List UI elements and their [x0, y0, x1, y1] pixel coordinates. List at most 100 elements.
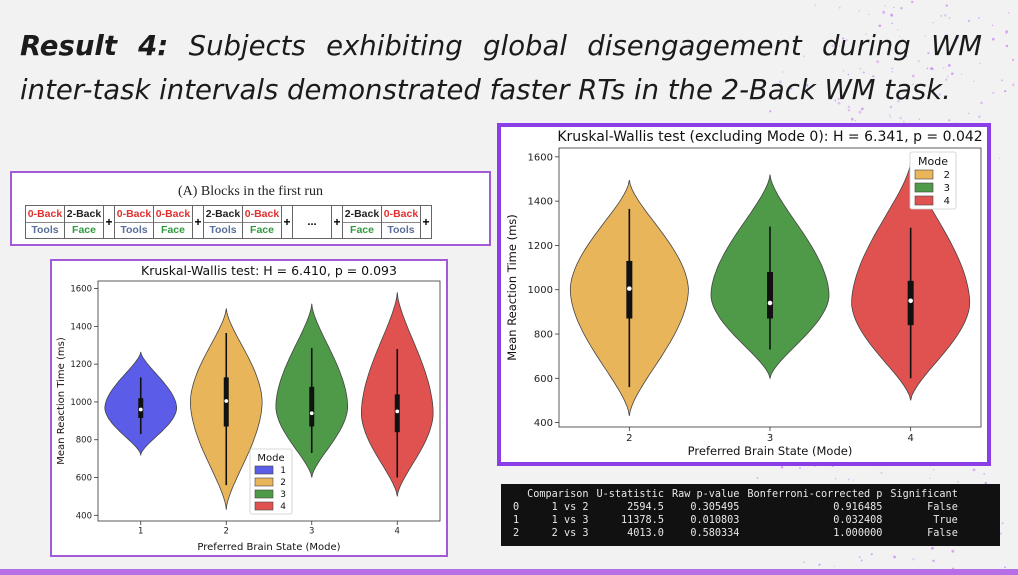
stats-cell: True	[933, 515, 958, 526]
violin-chart-excluding-mode0: Kruskal-Wallis test (excluding Mode 0): …	[497, 123, 991, 466]
legend-entry: 3	[280, 490, 286, 500]
legend-entry: 3	[944, 183, 950, 194]
y-tick-label: 1400	[70, 322, 92, 332]
fixation-cross: +	[420, 205, 432, 239]
x-tick-label: 4	[395, 527, 400, 537]
task-block-label: 2-Back	[65, 206, 103, 223]
task-block-label: 0-Back	[243, 206, 281, 223]
stats-cell: 11378.5	[621, 515, 664, 526]
violin-median-dot	[767, 300, 773, 306]
violin-iqr-box	[767, 272, 773, 319]
legend-entry: 1	[280, 466, 286, 476]
stats-cell: 0.032408	[833, 515, 883, 526]
task-block-stimulus: Tools	[387, 224, 415, 237]
task-block: 0-Back Tools	[25, 205, 65, 239]
stats-cell: 0.010803	[690, 515, 740, 526]
violin-chart-excluding-mode0-svg: Kruskal-Wallis test (excluding Mode 0): …	[505, 129, 983, 458]
y-axis-label: Mean Reaction Time (ms)	[56, 337, 67, 465]
statistics-table: Comparison U-statistic Raw p-value Bonferro…	[509, 488, 962, 540]
y-tick-label: 1000	[528, 285, 553, 296]
plot-frame	[97, 280, 441, 522]
x-tick-label: 3	[767, 433, 773, 444]
y-tick-label: 1200	[528, 241, 553, 252]
x-tick-label: 2	[224, 527, 229, 537]
legend-swatch	[914, 169, 934, 180]
y-tick-label: 600	[76, 474, 92, 484]
stats-header-row: Comparison U-statistic Raw p-value Bonferro…	[509, 488, 962, 501]
stats-cell: 2 vs 3	[551, 528, 589, 539]
stats-cell: 0.916485	[833, 502, 883, 513]
bottom-accent-bar	[0, 569, 1018, 575]
violin-median-dot	[309, 411, 314, 416]
violin-median-dot	[627, 286, 632, 291]
legend-entry: 2	[280, 478, 286, 488]
violin-median-dot	[224, 399, 229, 403]
task-block: 0-Back Face	[242, 205, 282, 239]
legend-swatch	[254, 465, 274, 475]
y-tick-label: 800	[534, 330, 553, 341]
statistics-table-panel: Comparison U-statistic Raw p-value Bonferro…	[501, 484, 1000, 546]
y-axis-label: Mean Reaction Time (ms)	[505, 214, 519, 361]
chart-title: Kruskal-Wallis test (excluding Mode 0): …	[557, 129, 982, 145]
task-block-stimulus: Tools	[120, 224, 148, 237]
y-tick-label: 1400	[528, 197, 553, 208]
stats-header-cell: Bonferroni-corrected p	[747, 489, 883, 500]
y-tick-label: 1200	[70, 360, 92, 370]
violin-median-dot	[395, 409, 400, 414]
blocks-row: 0-Back Tools 2-Back Face +0-Back Tools 0-Back F…	[25, 205, 432, 239]
y-tick-label: 1600	[528, 152, 553, 163]
y-tick-label: 600	[534, 374, 553, 385]
blocks-title: (A) Blocks in the first run	[177, 184, 324, 199]
result-text: Subjects exhibiting global disengagement…	[20, 30, 982, 106]
stats-cell: 1 vs 2	[551, 502, 589, 513]
stats-cell: 1	[513, 515, 520, 526]
violin-chart-all-modes: Kruskal-Wallis test: H = 6.410, p = 0.09…	[50, 259, 448, 557]
task-block: 2-Back Tools	[203, 205, 243, 239]
x-tick-label: 3	[309, 527, 314, 537]
task-block-stimulus: Tools	[31, 224, 59, 237]
violin-iqr-box	[309, 386, 315, 427]
stats-header-cell: Significant	[890, 489, 958, 500]
task-block-label: 0-Back	[115, 206, 153, 223]
x-axis-label: Preferred Brain State (Mode)	[197, 542, 340, 553]
legend-swatch	[254, 501, 274, 511]
violin-chart-all-modes-svg: Kruskal-Wallis test: H = 6.410, p = 0.09…	[56, 263, 441, 553]
y-tick-label: 1000	[70, 398, 92, 408]
y-tick-label: 400	[534, 418, 553, 429]
stats-cell: 0	[513, 502, 520, 513]
stats-cell: False	[927, 528, 958, 539]
task-block: 0-Back Face	[153, 205, 193, 239]
stats-cell: 1.000000	[833, 528, 883, 539]
blocks-diagram-panel: (A) Blocks in the first run 0-Back Tools 2…	[10, 171, 491, 246]
task-block-label: 0-Back	[26, 206, 64, 223]
legend-entry: 4	[944, 196, 950, 207]
task-block-stimulus: Face	[161, 224, 185, 237]
plot-frame	[558, 147, 982, 428]
violin-median-dot	[908, 298, 913, 304]
legend-swatch	[914, 195, 934, 206]
task-block-stimulus: Tools	[209, 224, 237, 237]
x-axis-label: Preferred Brain State (Mode)	[688, 444, 853, 458]
task-block-label: 2-Back	[343, 206, 381, 223]
task-block: 0-Back Tools	[114, 205, 154, 239]
violin-median-dot	[138, 407, 143, 412]
legend-title: Mode	[257, 453, 284, 464]
stats-row: 1 1 vs 3 11378.5 0.010803 0.032408 True	[509, 514, 962, 527]
task-block-label: 0-Back	[382, 206, 420, 223]
stats-row: 0 1 vs 2 2594.5 0.305495 0.916485 False	[509, 501, 962, 514]
stats-cell: 0.580334	[690, 528, 740, 539]
legend-title: Mode	[918, 155, 948, 168]
x-tick-label: 4	[907, 433, 913, 444]
legend-box	[909, 151, 957, 210]
legend-entry: 4	[280, 502, 286, 512]
stats-row: 2 2 vs 3 4013.0 0.580334 1.000000 False	[509, 527, 962, 540]
stats-cell: 1 vs 3	[551, 515, 589, 526]
legend-swatch	[254, 489, 274, 499]
stats-cell: 4013.0	[627, 528, 664, 539]
chart-title: Kruskal-Wallis test: H = 6.410, p = 0.09…	[141, 263, 397, 278]
stats-cell: 2	[513, 528, 520, 539]
x-tick-label: 2	[626, 433, 632, 444]
stats-cell: 2594.5	[627, 502, 664, 513]
x-tick-label: 1	[138, 527, 143, 537]
result-headline: Result 4: Subjects exhibiting global dis…	[20, 24, 982, 112]
